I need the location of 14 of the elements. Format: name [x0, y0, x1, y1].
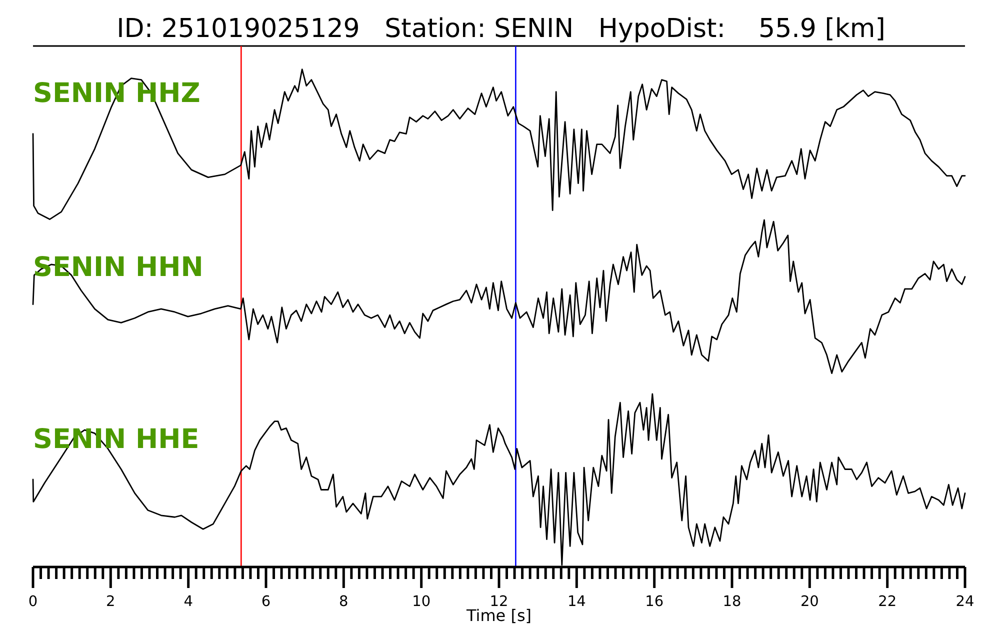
x-tick-label: 6: [261, 594, 271, 610]
x-tick-label: 2: [106, 594, 116, 610]
x-tick-label: 16: [645, 594, 664, 610]
series-label: SENIN HHN: [33, 252, 204, 283]
chart-title: ID: 251019025129 Station: SENIN HypoDist: 55.9 [km]: [116, 14, 886, 44]
x-tick-label: 20: [800, 594, 819, 610]
x-tick-label: 8: [339, 594, 348, 610]
x-tick-label: 0: [28, 594, 38, 610]
x-tick-label: 22: [878, 594, 897, 610]
x-tick-label: 18: [722, 594, 742, 610]
x-tick-label: 14: [567, 594, 586, 610]
x-tick-label: 24: [956, 594, 974, 610]
x-tick-label: 10: [412, 594, 431, 610]
x-tick-label: 4: [184, 594, 193, 610]
